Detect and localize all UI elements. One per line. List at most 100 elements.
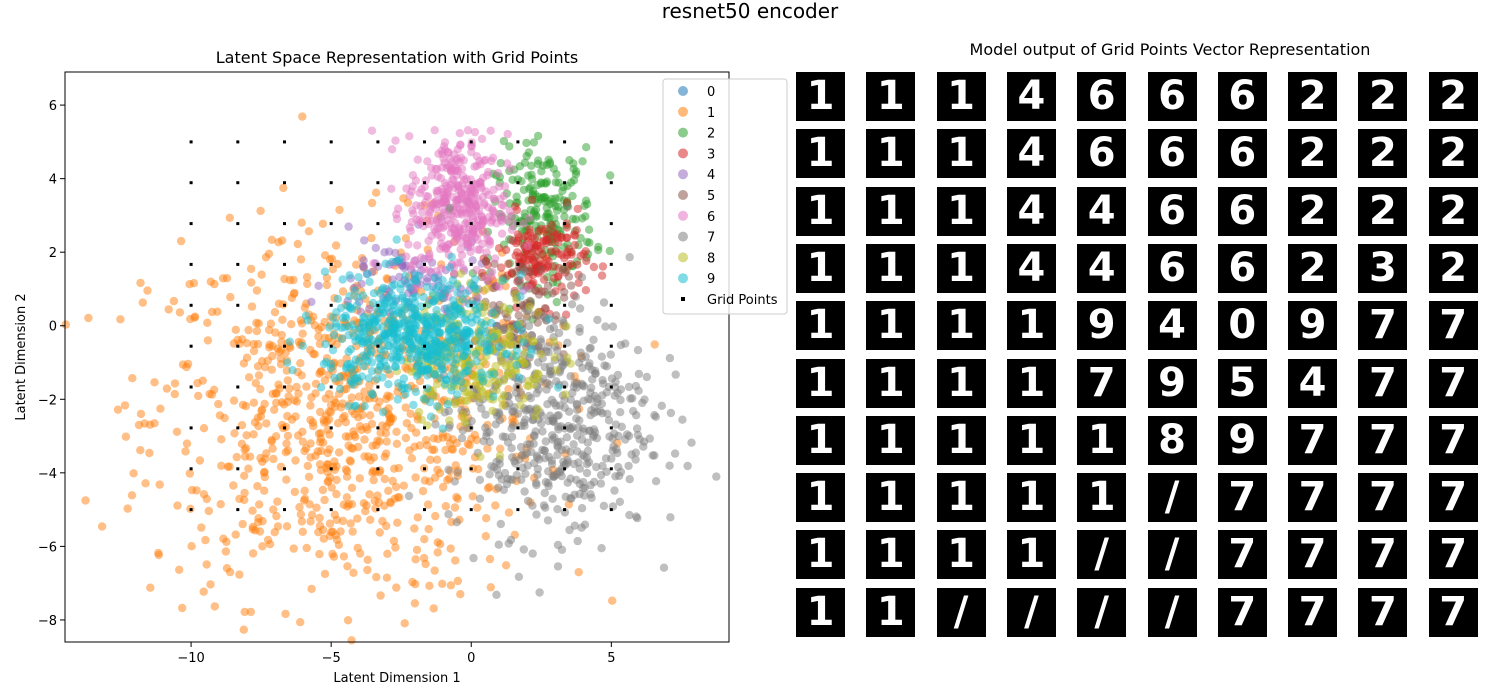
- series-6-point: [475, 245, 484, 254]
- y-tick-label: 0: [49, 320, 57, 335]
- series-9-point: [435, 328, 444, 337]
- series-1-point: [385, 392, 394, 401]
- series-7-point: [523, 461, 532, 470]
- grid-point: [469, 344, 473, 348]
- series-1-point: [169, 296, 179, 306]
- digit-glyph: 2: [1368, 187, 1397, 234]
- series-9-point: [360, 402, 369, 411]
- series-7-point: [575, 489, 584, 499]
- grid-point: [516, 508, 520, 512]
- series-1-point: [273, 522, 283, 531]
- series-7-point: [597, 544, 606, 553]
- series-6-point: [391, 136, 400, 145]
- series-7-point: [564, 407, 574, 416]
- digit-glyph: 7: [1439, 474, 1468, 521]
- series-1-point: [353, 442, 363, 452]
- series-9-point: [358, 351, 368, 360]
- series-1-point: [448, 445, 457, 454]
- digit-tile: 6: [1077, 72, 1127, 121]
- x-tick-label: −10: [177, 651, 204, 666]
- digit-tile: 1: [796, 186, 845, 236]
- series-1-point: [274, 299, 284, 308]
- series-2-point: [531, 205, 541, 214]
- series-1-point: [450, 503, 460, 512]
- digit-tile: 7: [1358, 473, 1408, 523]
- series-7-point: [535, 455, 544, 464]
- series-1-point: [246, 607, 255, 617]
- series-1-point: [252, 326, 262, 336]
- series-9-point: [341, 314, 351, 323]
- series-1-point: [304, 227, 314, 236]
- series-6-point: [507, 211, 516, 221]
- series-1-point: [429, 604, 438, 613]
- series-9-point: [332, 322, 341, 331]
- series-9-point: [336, 384, 345, 394]
- series-1-point: [267, 235, 277, 244]
- series-7-point: [431, 420, 440, 429]
- series-2-point: [547, 194, 556, 204]
- series-2-point: [537, 179, 546, 188]
- series-7-point: [572, 405, 582, 415]
- digit-tile: 7: [1428, 473, 1478, 523]
- digit-glyph: 1: [1017, 474, 1046, 521]
- series-1-point: [203, 336, 213, 345]
- series-1-point: [365, 411, 375, 420]
- series-1-point: [392, 583, 401, 592]
- series-9-point: [344, 347, 353, 356]
- series-9-point: [450, 364, 459, 374]
- series-7-point: [494, 540, 503, 549]
- legend-label: 6: [707, 210, 715, 225]
- figure-suptitle: resnet50 encoder: [661, 0, 839, 23]
- series-3-point: [527, 195, 537, 204]
- series-9-point: [431, 295, 440, 304]
- grid-point: [283, 140, 286, 144]
- legend-label: 0: [707, 85, 715, 100]
- series-1-point: [451, 556, 460, 565]
- series-1-point: [386, 499, 395, 508]
- series-1-point: [258, 542, 267, 551]
- series-7-point: [457, 434, 467, 443]
- series-1-point: [150, 378, 159, 387]
- series-8-point: [460, 418, 470, 428]
- series-7-point: [452, 518, 461, 527]
- series-8-point: [550, 353, 559, 362]
- series-8-point: [520, 359, 529, 369]
- series-9-point: [354, 273, 363, 282]
- series-1-point: [384, 486, 393, 495]
- series-3-point: [554, 271, 563, 281]
- digit-tile: 2: [1288, 72, 1338, 121]
- grid-point: [609, 344, 613, 348]
- digit-tile: 1: [796, 587, 845, 637]
- digit-glyph: 9: [1298, 302, 1327, 349]
- series-7-point: [533, 470, 542, 479]
- series-1-point: [378, 421, 387, 430]
- digit-tile: 2: [1358, 186, 1408, 236]
- digit-tile: 2: [1358, 72, 1408, 121]
- grid-point: [329, 181, 333, 185]
- series-7-point: [581, 352, 590, 361]
- series-7-point: [592, 462, 601, 472]
- series-1-point: [316, 407, 325, 417]
- series-1-point: [289, 275, 298, 285]
- series-7-point: [589, 335, 598, 344]
- series-9-point: [459, 351, 468, 361]
- digit-glyph: 1: [806, 359, 835, 406]
- series-1-point: [300, 486, 309, 495]
- series-8-point: [482, 285, 491, 294]
- series-1-point: [343, 562, 352, 571]
- series-7-point: [611, 472, 620, 481]
- series-9-point: [409, 400, 418, 410]
- series-4-point: [359, 261, 368, 271]
- series-6-point: [479, 156, 489, 165]
- series-1-point: [143, 286, 152, 295]
- series-7-point: [450, 477, 459, 486]
- series-1-point: [249, 346, 259, 356]
- series-1-point: [378, 516, 387, 526]
- series-1-point: [232, 452, 241, 462]
- series-8-point: [472, 379, 481, 389]
- y-tick-label: −2: [38, 393, 57, 408]
- grid-point: [469, 467, 473, 471]
- series-1-point: [206, 580, 215, 589]
- series-2-point: [508, 175, 517, 184]
- series-9-point: [325, 323, 334, 332]
